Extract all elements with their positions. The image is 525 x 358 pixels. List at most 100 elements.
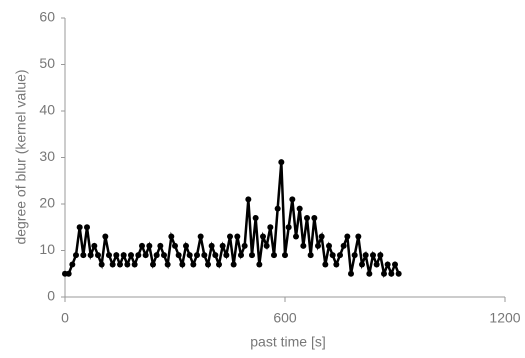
marker: [362, 252, 369, 259]
marker: [131, 261, 138, 268]
marker: [98, 261, 105, 268]
marker: [271, 252, 277, 259]
marker: [274, 205, 281, 212]
marker: [223, 252, 230, 259]
marker: [351, 252, 358, 259]
marker: [249, 252, 255, 259]
marker: [340, 242, 347, 249]
marker: [355, 233, 362, 240]
y-tick-label: 40: [39, 102, 55, 118]
marker: [307, 252, 314, 259]
marker: [293, 233, 299, 240]
marker: [150, 261, 156, 268]
marker: [172, 242, 178, 249]
marker: [197, 233, 204, 240]
marker: [168, 233, 175, 240]
marker: [263, 242, 270, 249]
marker: [267, 224, 274, 231]
marker: [76, 224, 83, 231]
marker: [194, 252, 200, 259]
marker: [252, 214, 259, 221]
marker: [179, 261, 186, 268]
x-tick-label: 0: [61, 310, 69, 326]
marker: [359, 261, 365, 268]
marker: [73, 252, 79, 259]
marker: [384, 261, 391, 268]
marker: [128, 252, 134, 259]
marker: [300, 242, 307, 249]
marker: [245, 196, 252, 203]
marker: [80, 252, 87, 259]
marker: [370, 252, 376, 259]
marker: [183, 242, 189, 249]
marker: [282, 252, 288, 259]
marker: [69, 261, 76, 268]
marker: [216, 261, 222, 268]
marker: [241, 242, 248, 249]
marker: [146, 242, 153, 249]
marker: [102, 233, 109, 240]
marker: [164, 261, 171, 268]
marker: [153, 252, 160, 259]
y-tick-label: 0: [47, 288, 55, 304]
marker: [120, 252, 127, 259]
marker: [388, 270, 395, 277]
marker: [318, 233, 325, 240]
marker: [84, 224, 90, 231]
marker: [285, 224, 292, 231]
marker: [117, 261, 123, 268]
marker: [124, 261, 131, 268]
marker: [175, 252, 182, 259]
marker: [91, 242, 98, 249]
marker: [161, 252, 167, 259]
marker: [227, 233, 233, 240]
x-tick-label: 600: [273, 310, 297, 326]
marker: [333, 261, 340, 268]
marker: [337, 252, 343, 259]
marker: [135, 252, 142, 259]
marker: [256, 261, 263, 268]
marker: [205, 261, 211, 268]
marker: [392, 261, 398, 268]
marker: [304, 214, 310, 221]
marker: [113, 252, 120, 259]
y-tick-label: 10: [39, 241, 55, 257]
marker: [289, 196, 296, 203]
marker: [296, 205, 303, 212]
marker: [219, 242, 226, 249]
x-tick-label: 1200: [489, 310, 520, 326]
y-tick-label: 50: [39, 55, 55, 71]
marker: [278, 159, 285, 166]
marker: [65, 270, 72, 277]
y-axis-title: degree of blur (kernel value): [13, 69, 29, 244]
marker: [315, 242, 321, 249]
marker: [311, 214, 318, 221]
marker: [322, 261, 329, 268]
marker: [348, 270, 354, 277]
marker: [106, 252, 112, 259]
marker: [260, 233, 266, 240]
y-tick-label: 30: [39, 148, 55, 164]
marker: [381, 270, 387, 277]
marker: [157, 242, 164, 249]
marker: [212, 252, 219, 259]
marker: [366, 270, 373, 277]
marker: [186, 252, 193, 259]
marker: [238, 252, 244, 259]
marker: [109, 261, 116, 268]
marker: [95, 252, 101, 259]
marker: [139, 242, 145, 249]
marker: [329, 252, 336, 259]
marker: [208, 242, 215, 249]
marker: [201, 252, 208, 259]
marker: [230, 261, 237, 268]
y-tick-label: 20: [39, 195, 55, 211]
marker: [142, 252, 149, 259]
marker: [377, 252, 384, 259]
y-tick-label: 60: [39, 9, 55, 25]
marker: [326, 242, 332, 249]
marker: [190, 261, 197, 268]
marker: [344, 233, 351, 240]
